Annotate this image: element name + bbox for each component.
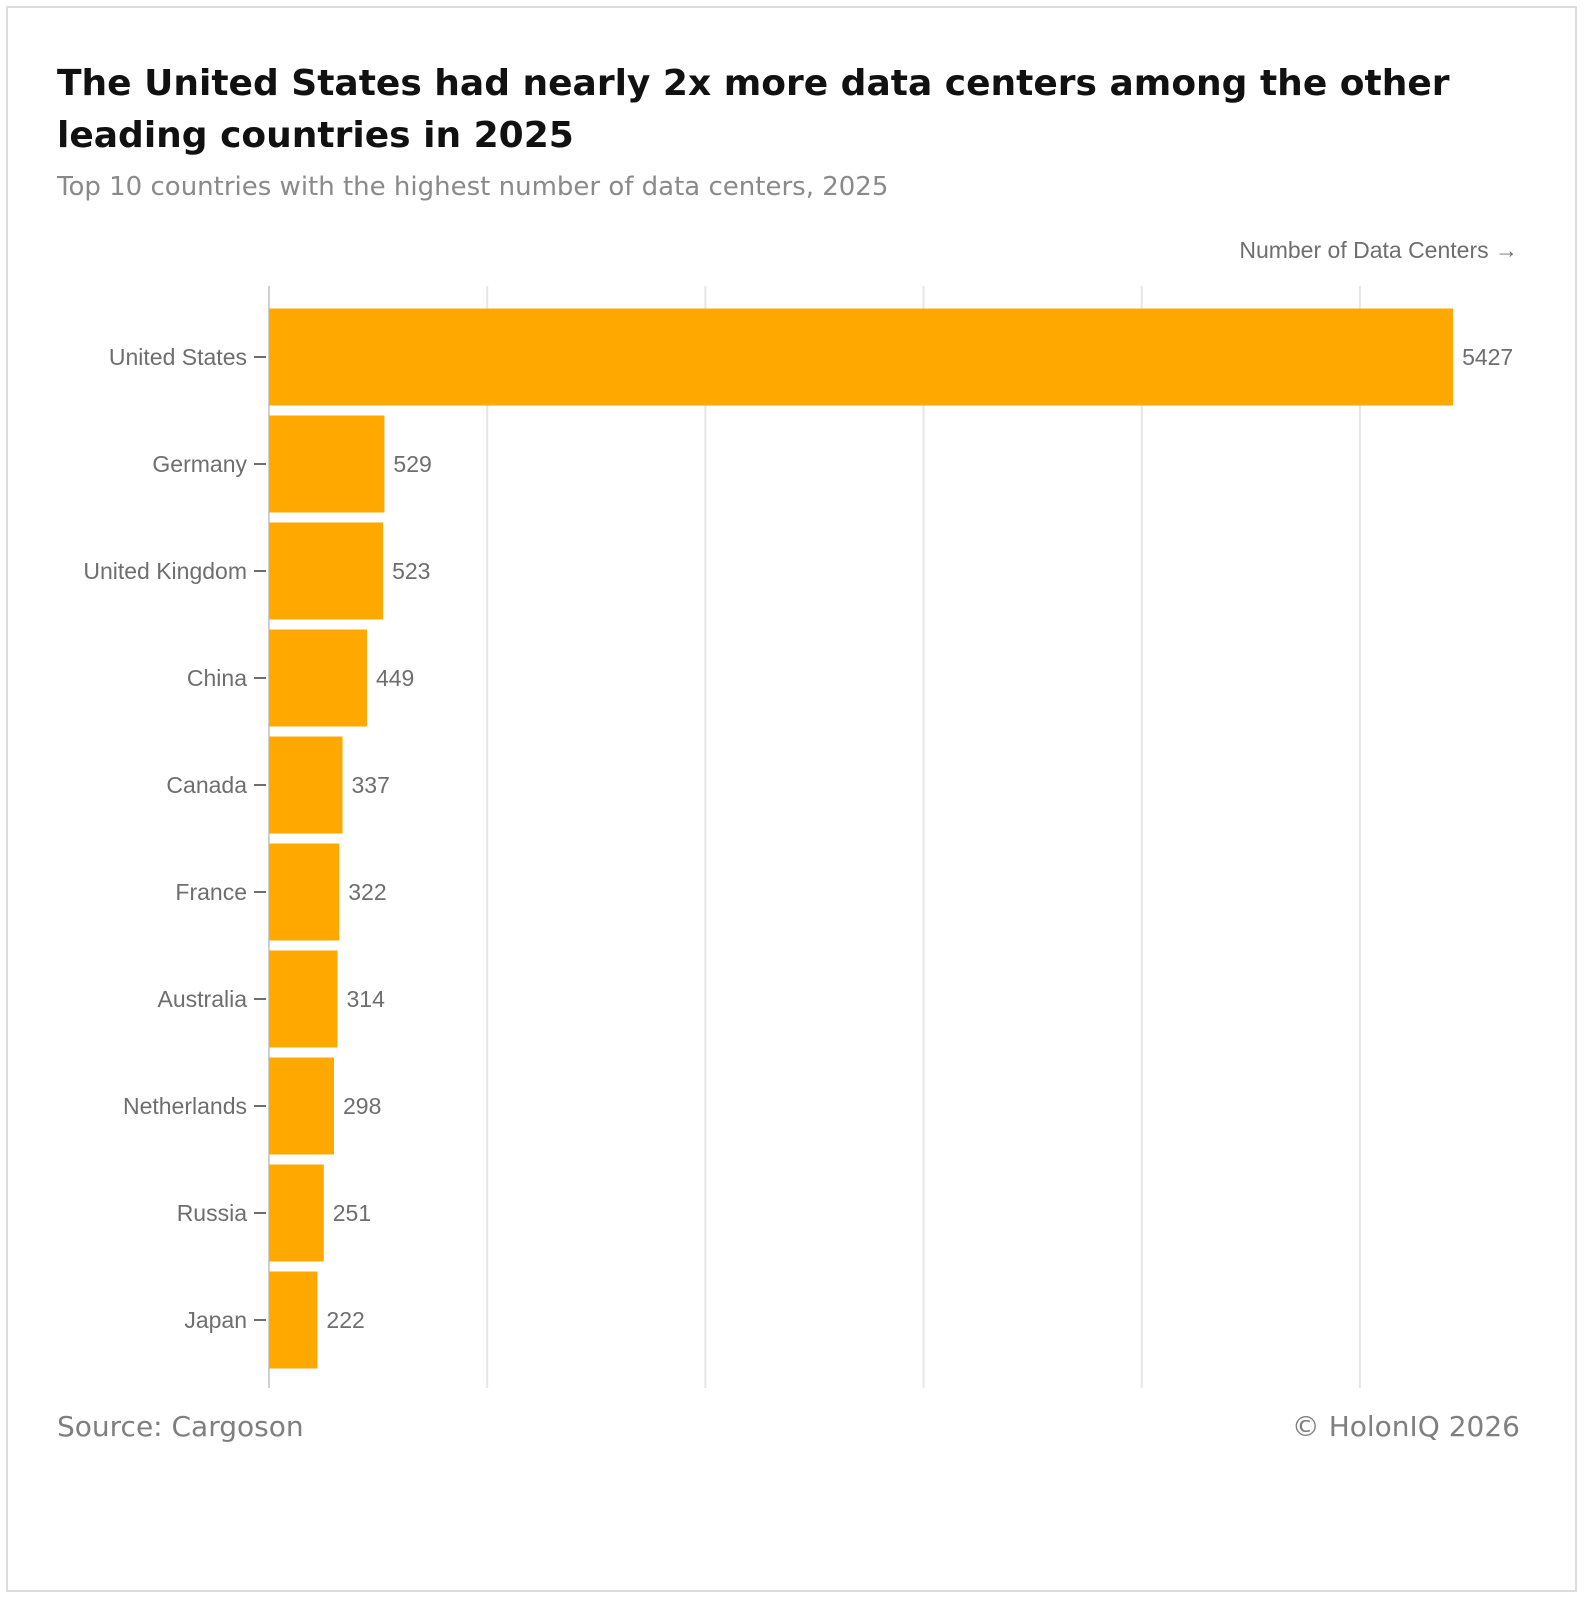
bar-united-states: [269, 308, 1454, 406]
bar-germany: [269, 415, 385, 513]
value-label: 222: [326, 1307, 364, 1333]
bar-france: [269, 843, 340, 941]
value-label: 322: [348, 879, 386, 905]
y-tick-label: Canada: [166, 772, 247, 798]
source-note: Source: Cargoson: [57, 1410, 304, 1443]
labels: United States 5427 Germany 529 United Kingdo…: [83, 344, 1513, 1333]
bar-russia: [269, 1164, 324, 1262]
value-label: 449: [376, 665, 414, 691]
y-tick-label: Japan: [184, 1307, 247, 1333]
y-tick-label: Russia: [177, 1200, 248, 1226]
chart-subtitle: Top 10 countries with the highest number…: [57, 172, 889, 202]
chart-frame: [6, 6, 1577, 1592]
bar-japan: [269, 1271, 318, 1369]
bars: [269, 308, 1454, 1369]
bar-australia: [269, 950, 338, 1048]
y-tick-label: France: [175, 879, 247, 905]
copyright-note: © HolonIQ 2026: [1291, 1410, 1520, 1443]
chart-title: The United States had nearly 2x more dat…: [57, 63, 1450, 156]
value-label: 5427: [1462, 344, 1513, 370]
value-label: 337: [352, 772, 390, 798]
y-tick-label: China: [187, 665, 247, 691]
y-tick-label: United States: [109, 344, 247, 370]
y-tick-label: Australia: [158, 986, 248, 1012]
bar-canada: [269, 736, 343, 834]
value-label: 523: [392, 558, 430, 584]
bar-netherlands: [269, 1057, 335, 1155]
gridlines: [268, 286, 1361, 1388]
y-tick-label: Germany: [152, 451, 247, 477]
value-label: 298: [343, 1093, 381, 1119]
value-label: 251: [333, 1200, 371, 1226]
y-tick-label: United Kingdom: [83, 558, 247, 584]
value-label: 529: [393, 451, 431, 477]
value-label: 314: [347, 986, 386, 1012]
bar-china: [269, 629, 367, 727]
y-tick-label: Netherlands: [123, 1093, 247, 1119]
bar-united-kingdom: [269, 522, 384, 620]
x-axis-title: Number of Data Centers →: [1239, 237, 1518, 263]
